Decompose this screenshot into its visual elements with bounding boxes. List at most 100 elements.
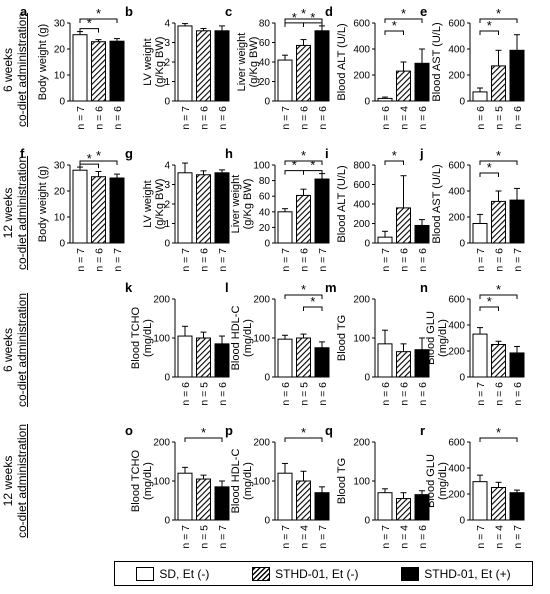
- y-tick-label: 100: [253, 334, 270, 345]
- significance-star: *: [496, 282, 501, 297]
- bar-2: [196, 174, 211, 244]
- legend-label-sthd-plus: STHD-01, Et (+): [424, 566, 511, 581]
- y-tick-label: 600: [448, 161, 465, 172]
- significance-star: *: [292, 10, 297, 25]
- n-label: n = 4: [494, 525, 506, 549]
- y-tick-label: 600: [353, 180, 370, 191]
- n-label: n = 6: [417, 525, 429, 549]
- significance-star: *: [487, 160, 492, 175]
- y-axis-label: Blood GLU: [425, 454, 437, 508]
- legend-label-sthd-minus: STHD-01, Et (-): [275, 566, 359, 581]
- n-label: n = 6: [512, 106, 524, 130]
- y-tick-label: 400: [353, 200, 370, 211]
- panel-o: o 0 100 200 Blood TCHO (mg/dL) n = 7 n = 5 n = 7…: [125, 423, 230, 549]
- panel-h: h 0 20 40 60 80 100 Liver weight (g/Kg BW) n = 7 n…: [225, 146, 330, 272]
- panel-f: f 0 10 20 30 Body weight (g) n = 7 n = 6 n = 7 * *: [20, 146, 125, 272]
- bar-3: [109, 177, 125, 244]
- y-axis-label: Blood AST (U/L): [431, 164, 443, 243]
- n-label: n = 6: [512, 382, 524, 406]
- legend-swatch-solid: [401, 566, 420, 581]
- n-label: n = 5: [494, 106, 506, 130]
- n-label: n = 6: [199, 106, 211, 130]
- y-tick-label: 400: [448, 321, 465, 332]
- y-axis-label: (mg/dL): [142, 319, 154, 357]
- n-label: n = 6: [417, 106, 429, 130]
- significance-bracket: [479, 294, 518, 299]
- bar-1: [472, 333, 488, 378]
- n-label: n = 6: [399, 382, 411, 406]
- bar-2: [396, 498, 411, 521]
- n-label: n = 7: [280, 106, 292, 130]
- y-axis-label: (mg/dL): [437, 462, 449, 500]
- significance-star: *: [496, 148, 501, 163]
- panel-n: n 0 200 400 600 Blood GLU (mg/dL) n = 7 n = 6 n =…: [420, 280, 525, 406]
- significance-star: *: [96, 6, 101, 21]
- y-tick-label: 400: [448, 464, 465, 475]
- panel-letter-n: n: [420, 280, 428, 295]
- y-tick-label: 0: [459, 239, 465, 250]
- y-tick-label: 200: [448, 347, 465, 358]
- significance-star: *: [310, 10, 315, 25]
- significance-bracket: [479, 18, 518, 23]
- y-axis-label: Blood GLU: [425, 311, 437, 365]
- panel-r: r 0 200 400 600 Blood GLU (mg/dL) n = 7 n = 4 n =…: [420, 423, 525, 549]
- row-label-4-line1: 12 weeks: [1, 455, 15, 507]
- y-tick-label: 0: [364, 516, 370, 527]
- y-axis-label: Blood ALT (U/L): [336, 23, 348, 100]
- row-label-2-line1: 12 weeks: [1, 187, 15, 239]
- panel-j: j 0 200 400 600 Blood AST (U/L) n = 7 n = 6 n = …: [419, 146, 525, 272]
- y-tick-label: 100: [153, 477, 170, 488]
- bar-2: [296, 44, 311, 102]
- legend-swatch-hatched: [252, 566, 271, 581]
- significance-bracket: [284, 437, 323, 442]
- y-tick-label: 0: [164, 239, 170, 250]
- y-tick-label: 100: [253, 161, 270, 172]
- significance-star: *: [87, 16, 92, 31]
- legend-swatch-open: [136, 566, 155, 581]
- y-tick-label: 400: [448, 187, 465, 198]
- y-tick-label: 400: [448, 45, 465, 56]
- n-label: n = 6: [112, 106, 124, 130]
- y-tick-label: 100: [153, 334, 170, 345]
- y-tick-label: 200: [153, 438, 170, 449]
- bar-2: [196, 30, 211, 102]
- y-tick-label: 3: [164, 180, 170, 191]
- bar-1: [72, 169, 88, 244]
- bar-3: [314, 347, 330, 378]
- significance-star: *: [301, 6, 306, 21]
- panel-letter-b: b: [125, 4, 133, 19]
- n-label: n = 7: [180, 525, 192, 549]
- panel-letter-p: p: [225, 423, 233, 438]
- bar-3: [314, 30, 330, 102]
- n-label: n = 6: [380, 382, 392, 406]
- y-tick-label: 0: [164, 373, 170, 384]
- bar-2: [491, 487, 506, 521]
- n-label: n = 6: [417, 248, 429, 272]
- y-tick-label: 1: [164, 77, 170, 88]
- y-tick-label: 400: [353, 45, 370, 56]
- row-label-2: 12 weeks co-diet administration: [0, 148, 30, 278]
- bar-1: [377, 97, 393, 102]
- significance-star: *: [292, 158, 297, 173]
- y-tick-label: 600: [448, 295, 465, 306]
- y-tick-label: 600: [448, 438, 465, 449]
- bar-1: [377, 236, 393, 244]
- y-axis-label: (mg/dL): [242, 462, 254, 500]
- panel-b: b 0 1 2 3 4 LV weight (g/Kg BW) n = 7 n = 6 n = 6: [125, 4, 230, 130]
- y-tick-label: 20: [259, 223, 271, 234]
- y-axis-label: Blood TCHO: [130, 449, 142, 512]
- panel-letter-h: h: [225, 146, 233, 161]
- n-label: n = 7: [317, 525, 329, 549]
- row-label-1-line2: co-diet administration: [15, 12, 29, 128]
- bar-2: [196, 478, 211, 521]
- significance-star: *: [310, 158, 315, 173]
- y-tick-label: 0: [264, 373, 270, 384]
- bar-3: [314, 492, 330, 521]
- n-label: n = 6: [180, 382, 192, 406]
- y-tick-label: 20: [54, 45, 66, 56]
- y-tick-label: 0: [164, 516, 170, 527]
- bar-1: [472, 223, 488, 244]
- bar-2: [396, 70, 411, 102]
- bar-2: [296, 337, 311, 378]
